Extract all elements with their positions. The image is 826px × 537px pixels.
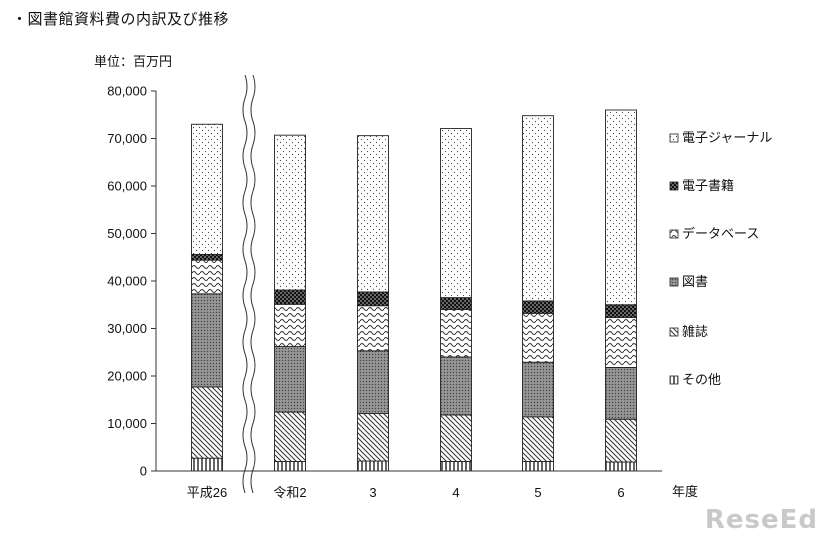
bar-segment (522, 115, 554, 302)
y-tick-label: 60,000 (107, 179, 147, 194)
bar-segment (522, 312, 554, 363)
y-tick-label: 30,000 (107, 321, 147, 336)
bar-segment (357, 413, 389, 462)
legend-swatch (669, 133, 679, 143)
axis-break (242, 74, 256, 494)
legend-swatch (669, 181, 679, 191)
legend-swatch (669, 277, 679, 287)
bar-segment (274, 303, 306, 347)
bar-segment (440, 356, 472, 416)
bar-segment (440, 309, 472, 358)
axis-break-line (250, 74, 256, 494)
axis-break-line (242, 74, 248, 494)
bar-segment (191, 259, 223, 295)
bar-segment (440, 297, 472, 310)
bar-segment (522, 300, 554, 314)
x-category-label: 令和2 (273, 485, 306, 500)
bar-segment (274, 289, 306, 305)
bar-segment (522, 361, 554, 418)
bar-segment (191, 386, 223, 459)
bar-segment (357, 305, 389, 352)
bar-segment (191, 123, 223, 255)
bar-segment (440, 414, 472, 462)
bar-segment (357, 135, 389, 293)
y-tick-label: 80,000 (107, 84, 147, 99)
bar-segment (440, 461, 472, 472)
watermark-logo: ReseEd (704, 505, 818, 535)
y-tick-label: 50,000 (107, 226, 147, 241)
x-category-label: 6 (617, 485, 624, 500)
y-tick-label: 20,000 (107, 369, 147, 384)
x-category-label: 4 (452, 485, 459, 500)
bar-segment (605, 461, 637, 472)
bar-segment (357, 291, 389, 307)
unit-label: 単位：百万円 (94, 54, 172, 70)
bars (191, 74, 637, 494)
legend-swatch (669, 229, 679, 239)
bar-segment (440, 128, 472, 299)
bar-segment (357, 460, 389, 472)
bar-segment (191, 293, 223, 388)
bar-segment (274, 411, 306, 462)
x-category-label: 5 (534, 485, 541, 500)
bar-segment (605, 317, 637, 368)
legend-label: データベース (682, 226, 759, 242)
y-tick-label: 70,000 (107, 131, 147, 146)
bar-segment (605, 109, 637, 306)
x-category-label: 3 (369, 485, 376, 500)
x-axis-title: 年度 (672, 484, 698, 499)
bar-segment (274, 461, 306, 472)
bar-segment (605, 418, 637, 463)
y-axis: 0 10,000 20,000 30,000 40,000 50,000 60,000 70,… (107, 84, 157, 479)
bar-segment (522, 416, 554, 462)
bar-segment (274, 134, 306, 291)
x-category-label: 平成26 (187, 485, 227, 500)
legend-label: 電子ジャーナル (682, 131, 772, 146)
y-tick-label: 0 (140, 464, 147, 479)
x-axis: 平成26 令和2 3 4 5 6 (156, 470, 662, 500)
bar-segment (357, 350, 389, 414)
legend-label: 雑誌 (682, 324, 708, 340)
bar-segment (191, 253, 223, 261)
legend-label: 図書 (682, 275, 708, 290)
bar-segment (605, 367, 637, 420)
legend-label: その他 (682, 373, 721, 388)
bar-segment (605, 304, 637, 319)
legend-swatch (669, 327, 679, 337)
y-tick-label: 10,000 (107, 416, 147, 431)
legend-label: 電子書籍 (682, 178, 734, 194)
bar-segment (191, 457, 223, 472)
legend-swatch (669, 375, 679, 385)
page-title: ・図書館資料費の内訳及び推移 (12, 10, 230, 28)
bar-segment (522, 461, 554, 472)
y-tick-label: 40,000 (107, 274, 147, 289)
bar-segment (274, 346, 306, 413)
axis-break-gap (244, 75, 254, 493)
